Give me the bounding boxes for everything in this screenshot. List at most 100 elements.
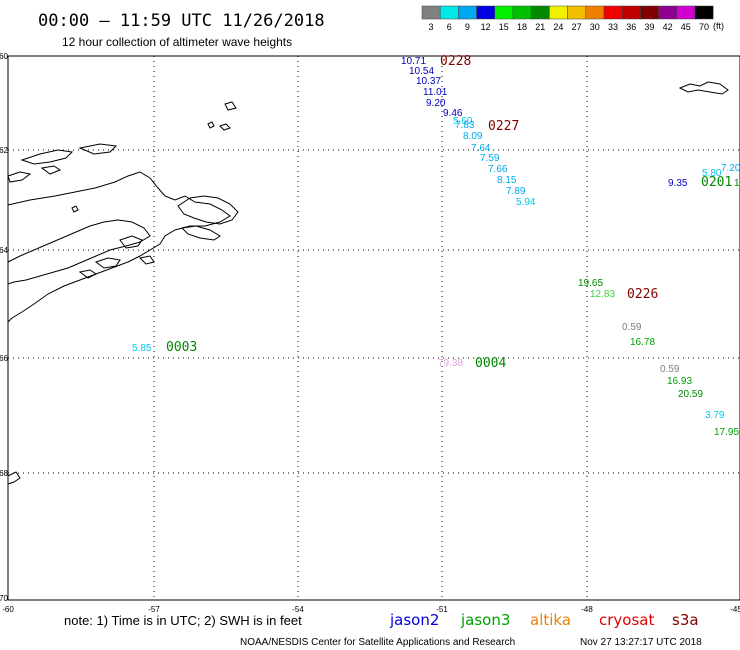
satellite-name: jason3 xyxy=(460,611,510,629)
latitude-label: -62 xyxy=(0,146,9,155)
wave-height-value: 11 xyxy=(734,178,740,189)
wave-height-value: 20.59 xyxy=(678,389,703,400)
wave-height-labels: 10.7110.5410.3711.019.209.465.607.838.09… xyxy=(132,56,740,438)
longitude-label: -60 xyxy=(2,605,14,614)
footer-timestamp: Nov 27 13:27:17 UTC 2018 xyxy=(580,637,702,648)
wave-height-value: 5.60 xyxy=(453,116,473,127)
longitude-label: -45 xyxy=(730,605,740,614)
legend-swatch xyxy=(512,5,532,20)
satellite-legend: jason2 jason3 altika cryosat s3a xyxy=(389,611,699,629)
wave-height-value: 9.35 xyxy=(668,178,688,189)
wave-height-value: 7.66 xyxy=(488,164,508,175)
wave-height-value: 10.54 xyxy=(409,66,434,77)
legend-label: 42 xyxy=(663,22,673,32)
pass-time: 0227 xyxy=(488,119,519,134)
map-title: 00:00 – 11:59 UTC 11/26/2018 xyxy=(38,11,325,31)
legend-swatch xyxy=(421,5,441,20)
legend-swatch xyxy=(603,5,623,20)
wave-height-value: 9.20 xyxy=(426,98,446,109)
wave-height-value: 16.78 xyxy=(630,337,655,348)
pass-time: 0003 xyxy=(166,340,197,355)
pass-time: 0004 xyxy=(475,356,506,371)
legend-label: 36 xyxy=(626,22,636,32)
wave-height-value: 8.15 xyxy=(497,175,517,186)
latitude-label: -66 xyxy=(0,354,9,363)
wave-height-value: 16.93 xyxy=(667,376,692,387)
latitude-labels: -60 -62 -64 -66 -68 -70 xyxy=(0,52,9,603)
legend-swatch xyxy=(567,5,587,20)
wave-height-value: 3.79 xyxy=(705,410,725,421)
legend-swatch xyxy=(585,5,605,20)
wave-height-value: 7.83 xyxy=(455,120,475,131)
coastline xyxy=(7,81,729,485)
satellite-name: s3a xyxy=(672,611,699,629)
footer-note: note: 1) Time is in UTC; 2) SWH is in fe… xyxy=(64,613,302,628)
legend-swatch xyxy=(640,5,659,20)
longitude-label: -54 xyxy=(292,605,304,614)
legend-label: 6 xyxy=(447,22,452,32)
map-frame xyxy=(7,55,740,601)
wave-height-value: 17.95 xyxy=(714,427,739,438)
legend-label: 27 xyxy=(572,22,582,32)
legend-swatch xyxy=(494,5,514,20)
pass-time: 0226 xyxy=(627,287,658,302)
graticule xyxy=(8,56,740,600)
legend-swatch xyxy=(476,5,496,20)
legend-label: 21 xyxy=(535,22,545,32)
wave-height-value: 5.80 xyxy=(702,168,722,179)
legend-swatch xyxy=(458,5,477,20)
wave-height-value: 10.37 xyxy=(416,76,441,87)
latitude-label: -64 xyxy=(0,246,9,255)
legend-swatch xyxy=(658,5,678,20)
legend-label: 12 xyxy=(481,22,491,32)
pass-time: 0228 xyxy=(440,54,471,69)
legend-swatch xyxy=(530,5,550,20)
pass-time-labels: 0228 0227 0201 0226 0003 0004 xyxy=(166,54,732,371)
longitude-label: -51 xyxy=(436,605,448,614)
longitude-label: -57 xyxy=(148,605,160,614)
legend-label: 15 xyxy=(499,22,509,32)
legend-swatch xyxy=(549,5,568,20)
legend-label: 45 xyxy=(681,22,691,32)
wave-height-value: 7.89 xyxy=(506,186,526,197)
legend-swatch xyxy=(439,5,459,20)
legend-unit: (ft) xyxy=(713,21,724,31)
satellite-name: jason2 xyxy=(389,611,439,629)
legend-label: 3 xyxy=(428,22,433,32)
legend-label: 24 xyxy=(553,22,563,32)
wave-height-value: 5.94 xyxy=(516,197,536,208)
legend-swatch xyxy=(694,5,714,20)
wave-height-value: 19.65 xyxy=(578,278,603,289)
color-legend: 3 6 9 12 15 18 21 24 27 30 33 36 39 42 45 70 xyxy=(421,5,714,32)
wave-height-value: 12.83 xyxy=(590,289,615,300)
wave-height-value: 11.01 xyxy=(423,87,448,98)
wave-height-value: 7.64 xyxy=(471,143,491,154)
footer-credit: NOAA/NESDIS Center for Satellite Applica… xyxy=(240,637,515,648)
map-subtitle: 12 hour collection of altimeter wave hei… xyxy=(62,35,292,49)
wave-height-value: 5.85 xyxy=(132,343,152,354)
legend-swatch xyxy=(676,5,696,20)
legend-label: 33 xyxy=(608,22,618,32)
wave-height-value: 8.09 xyxy=(463,131,483,142)
legend-label: 39 xyxy=(644,22,654,32)
latitude-label: -68 xyxy=(0,469,9,478)
legend-swatch xyxy=(621,5,641,20)
latitude-label: -70 xyxy=(0,594,9,603)
longitude-label: -48 xyxy=(581,605,593,614)
latitude-label: -60 xyxy=(0,52,9,61)
wave-height-value: 7.20 xyxy=(721,163,740,174)
legend-label: 9 xyxy=(465,22,470,32)
wave-height-value: 0.59 xyxy=(622,322,642,333)
legend-label: 18 xyxy=(517,22,527,32)
wave-height-value: 7.59 xyxy=(480,153,500,164)
legend-label: 70 xyxy=(699,22,709,32)
satellite-name: altika xyxy=(530,611,571,629)
pass-time: 0201 xyxy=(701,175,732,190)
wave-height-value: 10.71 xyxy=(401,56,426,67)
satellite-name: cryosat xyxy=(599,611,654,629)
wave-height-value: 0.59 xyxy=(660,364,680,375)
wave-height-value: 9.46 xyxy=(443,108,463,119)
wave-height-value: 79.38 xyxy=(438,358,463,369)
legend-label: 30 xyxy=(590,22,600,32)
